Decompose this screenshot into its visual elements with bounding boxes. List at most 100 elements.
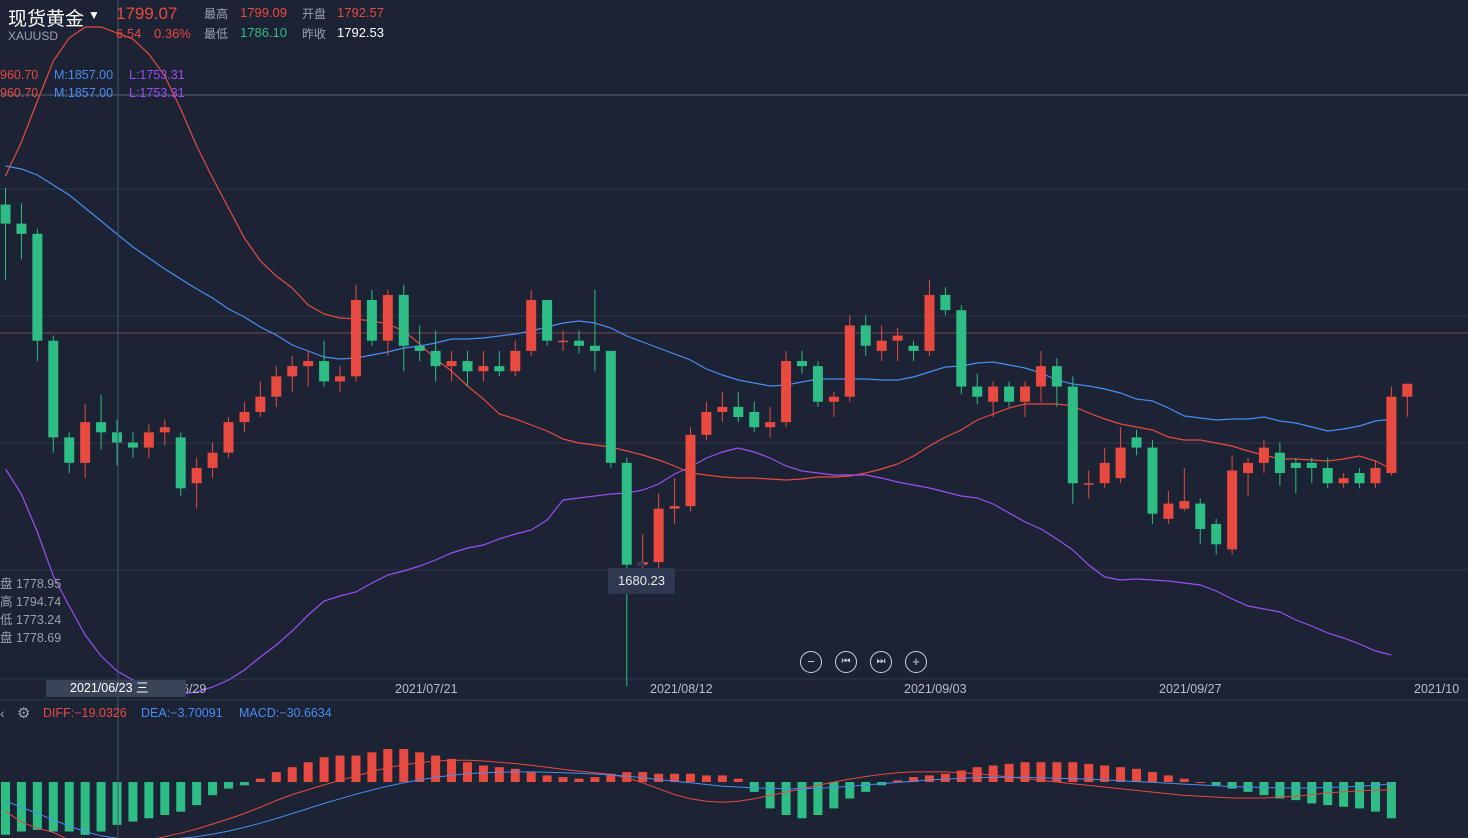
macd-bar — [749, 782, 759, 792]
candle-body — [239, 411, 250, 423]
candle-body — [1211, 523, 1222, 545]
macd-bar — [1116, 767, 1126, 782]
macd-bar — [1068, 762, 1078, 782]
candle-body — [1051, 366, 1062, 387]
candle-body — [924, 294, 935, 351]
macd-bar — [1084, 763, 1094, 782]
candle-body — [127, 442, 138, 448]
candle-body — [175, 437, 186, 489]
prev-close-value: 1792.53 — [337, 25, 384, 40]
macd-bar — [924, 775, 934, 782]
candle-body — [462, 361, 473, 372]
low-marker-pointer — [636, 560, 646, 566]
candle-body — [319, 361, 330, 382]
candle-body — [335, 376, 346, 382]
cursor-high: 高 1794.74 — [0, 595, 62, 609]
candle-body — [1004, 386, 1015, 402]
candle-body — [80, 422, 91, 463]
macd-diff-legend: DIFF:−19.0326 — [43, 706, 127, 720]
macd-bar — [797, 782, 807, 819]
macd-bar — [1195, 782, 1205, 783]
candle-body — [223, 422, 234, 453]
boll-upper-line — [4, 26, 1392, 481]
macd-bar — [1036, 762, 1046, 782]
macd-bar — [1386, 782, 1396, 819]
macd-bar — [590, 777, 600, 782]
candle-body — [191, 467, 202, 484]
candle-body — [1035, 366, 1046, 387]
candle-body — [542, 299, 553, 341]
next-button[interactable]: ⏭ — [870, 651, 892, 673]
macd-bar — [956, 770, 966, 782]
macd-bar — [1323, 782, 1333, 806]
candle-body — [32, 233, 43, 341]
candle-body — [940, 294, 951, 311]
low-value: 1786.10 — [240, 25, 287, 40]
high-label: 最高 — [204, 7, 229, 21]
candle-body — [1370, 467, 1381, 484]
boll-upper-legend-2: 960.70 — [0, 86, 39, 100]
macd-bar — [654, 773, 664, 782]
open-label: 开盘 — [302, 7, 327, 21]
prev-close-label: 昨收 — [302, 27, 327, 41]
macd-bar — [1, 782, 10, 835]
candle-body — [1115, 447, 1126, 479]
macd-bar — [1163, 775, 1173, 782]
last-price: 1799.07 — [116, 4, 178, 23]
candle-body — [1386, 396, 1397, 474]
candle-body — [414, 345, 425, 351]
macd-bar — [622, 772, 632, 782]
boll-lower-legend-2: L:1753.31 — [129, 86, 185, 100]
candle-body — [749, 411, 760, 428]
macd-bar — [1052, 762, 1062, 782]
macd-bar — [383, 749, 393, 782]
candle-body — [1306, 462, 1317, 468]
candles — [0, 188, 1413, 687]
candle-body — [653, 508, 664, 563]
candle-body — [972, 386, 983, 397]
price-change: 6.54 — [116, 26, 142, 41]
chevron-down-icon[interactable]: ▼ — [88, 8, 100, 22]
candle-body — [605, 350, 616, 463]
candle-body — [1067, 386, 1078, 484]
macd-bar — [1100, 765, 1110, 782]
macd-bar — [478, 765, 488, 782]
macd-bar — [335, 755, 345, 782]
macd-bar — [462, 762, 472, 782]
candle-body — [398, 294, 409, 346]
macd-value-legend: MACD:−30.6634 — [239, 706, 332, 720]
macd-bar — [988, 765, 998, 782]
candle-body — [430, 350, 441, 367]
x-tick-label: 2021/09/03 — [904, 682, 967, 696]
macd-bar — [733, 778, 743, 782]
instrument-title[interactable]: 现货黄金 — [8, 9, 85, 30]
macd-bar — [558, 777, 568, 782]
macd-bar — [112, 782, 122, 825]
candle-body — [1274, 452, 1285, 474]
candle-body — [573, 340, 584, 346]
macd-bar — [685, 773, 695, 782]
cursor-close: 盘 1778.69 — [0, 631, 62, 645]
candle-body — [382, 294, 393, 341]
collapse-icon[interactable]: ‹ — [0, 705, 5, 721]
candle-body — [366, 299, 377, 341]
macd-pane — [1, 749, 1396, 838]
candle-body — [797, 361, 807, 367]
boll-upper-legend: 960.70 — [0, 68, 39, 82]
cursor-open: 盘 1778.95 — [0, 577, 62, 591]
candle-body — [685, 434, 696, 507]
macd-bar — [1275, 782, 1285, 799]
macd-bar — [494, 767, 504, 782]
prev-button[interactable]: ⏮ — [835, 651, 857, 673]
macd-bar — [32, 782, 42, 830]
high-value: 1799.09 — [240, 5, 287, 20]
gear-icon[interactable]: ⚙ — [17, 705, 31, 722]
candle-body — [669, 506, 680, 509]
zoom-out-button[interactable]: − — [800, 651, 822, 673]
boll-mid-line — [5, 165, 1392, 432]
symbol-code: XAUUSD — [8, 29, 59, 43]
candle-body — [860, 325, 871, 346]
candle-body — [781, 361, 792, 423]
zoom-in-button[interactable]: + — [905, 651, 927, 673]
